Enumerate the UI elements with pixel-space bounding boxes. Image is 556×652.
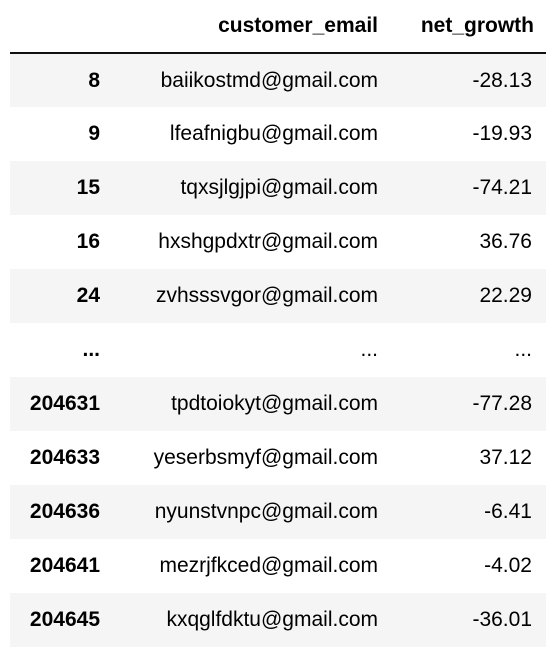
customer-email-cell: hxshgpdxtr@gmail.com <box>158 230 378 253</box>
net-growth-cell: 22.29 <box>479 284 532 307</box>
customer-email-cell: lfeafnigbu@gmail.com <box>169 122 378 145</box>
customer-email-cell: baiikostmd@gmail.com <box>160 68 378 92</box>
row-index: 15 <box>76 176 100 199</box>
table-row: 8 baiikostmd@gmail.com -28.13 <box>10 53 546 107</box>
net-growth-cell: ... <box>514 338 532 361</box>
table-header: customer_email net_growth <box>10 0 546 54</box>
row-index: 204645 <box>29 608 100 631</box>
net-growth-cell: -36.01 <box>472 608 532 631</box>
index-column-header <box>10 0 110 54</box>
customer-email-cell: mezrjfkced@gmail.com <box>159 554 378 577</box>
customer-email-cell: zvhsssvgor@gmail.com <box>155 284 378 307</box>
customer-email-cell: nyunstvnpc@gmail.com <box>154 500 378 523</box>
row-index: 24 <box>76 284 100 307</box>
header-row: customer_email net_growth <box>10 0 546 54</box>
customer-email-cell: kxqglfdktu@gmail.com <box>166 608 378 631</box>
table-row: 204636 nyunstvnpc@gmail.com -6.41 <box>10 485 546 539</box>
net-growth-cell: -74.21 <box>472 176 532 199</box>
row-index: 8 <box>88 68 100 92</box>
net-growth-column-header: net_growth <box>390 0 546 54</box>
customer-email-column-header: customer_email <box>110 0 390 54</box>
net-growth-cell: -6.41 <box>484 500 532 523</box>
row-index: 204636 <box>29 500 100 523</box>
customer-email-cell: tqxsjlgjpi@gmail.com <box>180 176 378 199</box>
net-growth-cell: -77.28 <box>472 392 532 415</box>
table-row: 204633 yeserbsmyf@gmail.com 37.12 <box>10 431 546 485</box>
row-index: 16 <box>76 230 100 253</box>
row-index: ... <box>82 338 100 361</box>
row-index: 204641 <box>29 554 100 577</box>
row-index: 204633 <box>29 446 100 469</box>
table-body: 8 baiikostmd@gmail.com -28.13 9 lfeafnig… <box>10 53 546 647</box>
net-growth-cell: 37.12 <box>479 446 532 469</box>
table-row: 9 lfeafnigbu@gmail.com -19.93 <box>10 107 546 161</box>
customer-email-cell: ... <box>360 338 378 361</box>
table-row: 204631 tpdtoiokyt@gmail.com -77.28 <box>10 377 546 431</box>
row-index: 204631 <box>29 392 100 415</box>
net-growth-cell: -4.02 <box>484 554 532 577</box>
dataframe-table: customer_email net_growth 8 baiikostmd@g… <box>10 0 546 647</box>
table-row: 24 zvhsssvgor@gmail.com 22.29 <box>10 269 546 323</box>
customer-email-cell: tpdtoiokyt@gmail.com <box>171 392 378 415</box>
net-growth-cell: -28.13 <box>472 68 532 92</box>
row-index: 9 <box>88 122 100 145</box>
table-row: 16 hxshgpdxtr@gmail.com 36.76 <box>10 215 546 269</box>
customer-email-cell: yeserbsmyf@gmail.com <box>153 446 378 469</box>
net-growth-cell: 36.76 <box>479 230 532 253</box>
ellipsis-row: ... ... ... <box>10 323 546 377</box>
net-growth-cell: -19.93 <box>472 122 532 145</box>
table-row: 204645 kxqglfdktu@gmail.com -36.01 <box>10 593 546 647</box>
table-row: 15 tqxsjlgjpi@gmail.com -74.21 <box>10 161 546 215</box>
table-row: 204641 mezrjfkced@gmail.com -4.02 <box>10 539 546 593</box>
